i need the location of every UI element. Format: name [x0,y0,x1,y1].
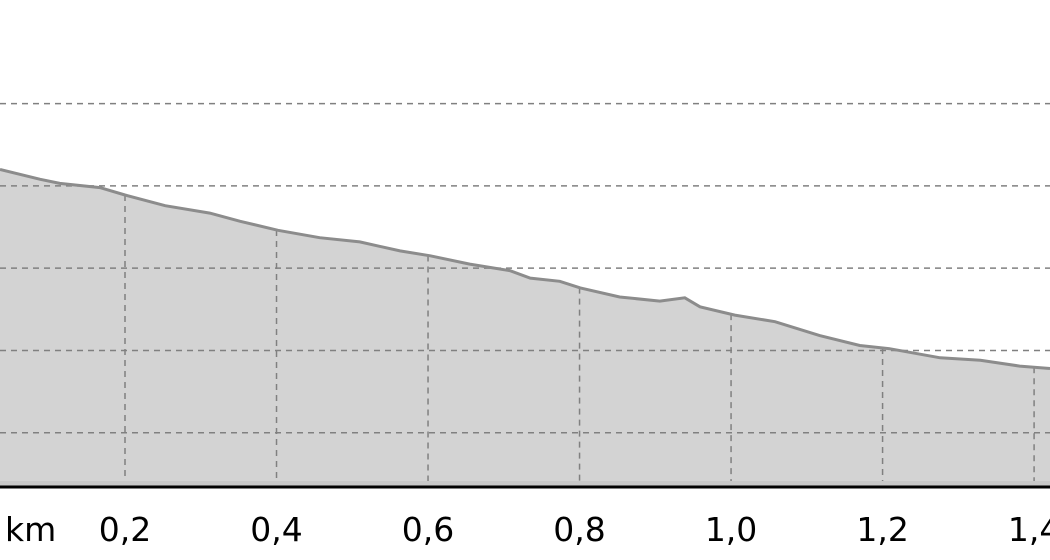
x-tick-label: 0,6 [402,510,454,549]
elevation-area [0,169,1050,487]
x-tick-label: 0,8 [553,510,605,549]
x-tick-label: 1,4 [1008,510,1050,549]
x-tick-label: 0,2 [99,510,151,549]
elevation-line [0,168,1050,370]
x-tick-label: 0,4 [250,510,302,549]
x-tick-label: 1,0 [705,510,757,549]
x-axis-unit-label: km [5,510,56,549]
x-tick-label: 1,2 [856,510,908,549]
axis-band [0,481,1050,486]
